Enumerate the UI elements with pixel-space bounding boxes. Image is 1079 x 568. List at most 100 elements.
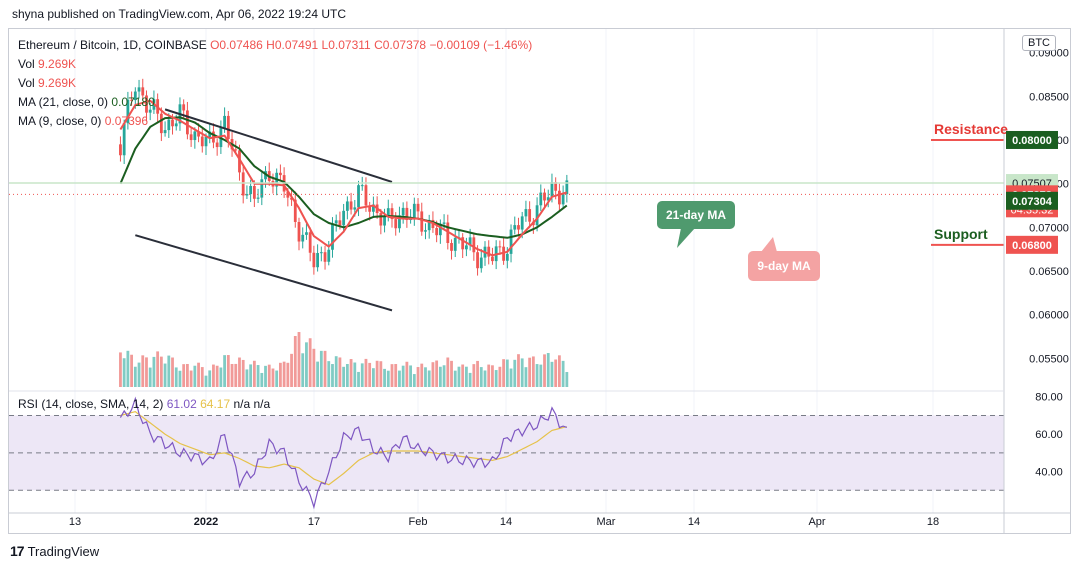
candle-body (479, 257, 483, 269)
volume-bar (487, 364, 491, 387)
time-tick-label: Feb (409, 516, 428, 528)
candle-body (167, 119, 171, 131)
candle-body (517, 225, 520, 230)
volume-bar (122, 358, 126, 387)
candle (405, 201, 409, 228)
candle-body (238, 150, 241, 173)
candle-body (558, 190, 561, 205)
candle (126, 91, 130, 130)
candle-body (465, 245, 468, 250)
ma21-callout: 21-day MA (657, 201, 735, 248)
candle-body (145, 95, 148, 113)
volume-bar (319, 350, 323, 387)
rsi-label: RSI (14, close, SMA, 14, 2) (18, 397, 164, 411)
volume-bar (238, 357, 241, 387)
candle-body (487, 246, 491, 257)
candle-body (174, 123, 178, 127)
volume-bar (226, 355, 230, 387)
candle-body (546, 197, 550, 201)
candle (323, 245, 327, 270)
volume-bar (494, 370, 498, 387)
candle-body (159, 113, 163, 134)
candle-body (345, 201, 349, 211)
candle-body (520, 216, 524, 230)
volume-bar (554, 359, 558, 387)
volume-bar (249, 364, 253, 387)
vol-value: 9.269K (38, 76, 77, 90)
candle-body (398, 215, 401, 229)
candle-body (130, 99, 133, 101)
candle (312, 245, 316, 275)
volume-bar (290, 353, 293, 387)
candle-body (543, 192, 546, 201)
ma21-value: 0.07180 (111, 95, 155, 109)
time-tick-label: Mar (597, 516, 616, 528)
volume-bar (305, 342, 308, 387)
volume-bar (465, 366, 468, 387)
candle-body (197, 131, 200, 137)
currency-badge[interactable]: BTC (1022, 35, 1056, 51)
volume-bar (152, 356, 156, 387)
volume-bar (297, 332, 301, 387)
volume-bar (327, 361, 331, 387)
candle-body (461, 237, 465, 250)
candle (558, 183, 561, 212)
symbol-name[interactable]: Ethereum / Bitcoin, 1D, COINBASE (18, 38, 207, 52)
volume-bar (364, 358, 368, 387)
volume-bar (472, 364, 476, 387)
candle-body (171, 119, 174, 127)
rsi-sma-line (120, 411, 567, 486)
candle-body (163, 130, 167, 134)
volume-bar (427, 370, 431, 387)
volume-bar (513, 359, 517, 387)
rsi-line (119, 396, 567, 510)
volume-bar (331, 364, 334, 387)
resistance-label: Resistance (934, 121, 1008, 137)
candle-body (405, 207, 409, 221)
candle-body (249, 185, 253, 195)
volume-bar (550, 361, 554, 387)
volume-bar (293, 336, 297, 387)
candle (319, 246, 323, 262)
time-tick-label: 14 (688, 516, 700, 528)
volume-bar (145, 357, 148, 387)
volume-bar (197, 362, 200, 387)
volume-bar (119, 352, 122, 387)
candle-body (476, 252, 479, 269)
rsi-legend: RSI (14, close, SMA, 14, 2) 61.02 64.17 … (18, 397, 270, 411)
candle-body (357, 185, 360, 208)
candle-body (223, 115, 226, 128)
volume-bar (241, 359, 245, 387)
candle (465, 237, 468, 257)
volume-bar (386, 370, 390, 387)
candle-body (442, 222, 446, 224)
candle (349, 192, 353, 215)
volume-bar (133, 366, 137, 387)
lower-channel-line (135, 234, 393, 312)
candle (256, 188, 260, 203)
candle-body (316, 253, 319, 268)
candle (301, 227, 305, 249)
volume-bar (379, 361, 383, 387)
ma21-price-tag-text: 0.07304 (1012, 196, 1053, 208)
publish-info: shyna published on TradingView.com, Apr … (12, 7, 346, 21)
candle (305, 223, 308, 240)
time-tick-label: 13 (69, 516, 81, 528)
volume-bar (308, 338, 312, 387)
tradingview-footer[interactable]: 17 TradingView (10, 543, 99, 559)
volume-bar (178, 370, 182, 387)
candle-body (301, 234, 305, 242)
chart-canvas[interactable]: 0.090000.085000.080000.075000.070000.065… (9, 29, 1071, 534)
volume-bar (182, 364, 186, 387)
volume-bar (468, 372, 472, 387)
candle (450, 239, 453, 260)
rsi-value: 61.02 (166, 397, 197, 411)
candle (200, 128, 204, 153)
axes: 0.090000.085000.080000.075000.070000.065… (9, 29, 1071, 534)
candle-body (308, 232, 312, 253)
volume-bar (345, 364, 349, 387)
candle (453, 229, 457, 258)
candle-body (435, 228, 439, 236)
rsi-sma-value: 64.17 (200, 397, 231, 411)
candle-body (565, 180, 569, 195)
